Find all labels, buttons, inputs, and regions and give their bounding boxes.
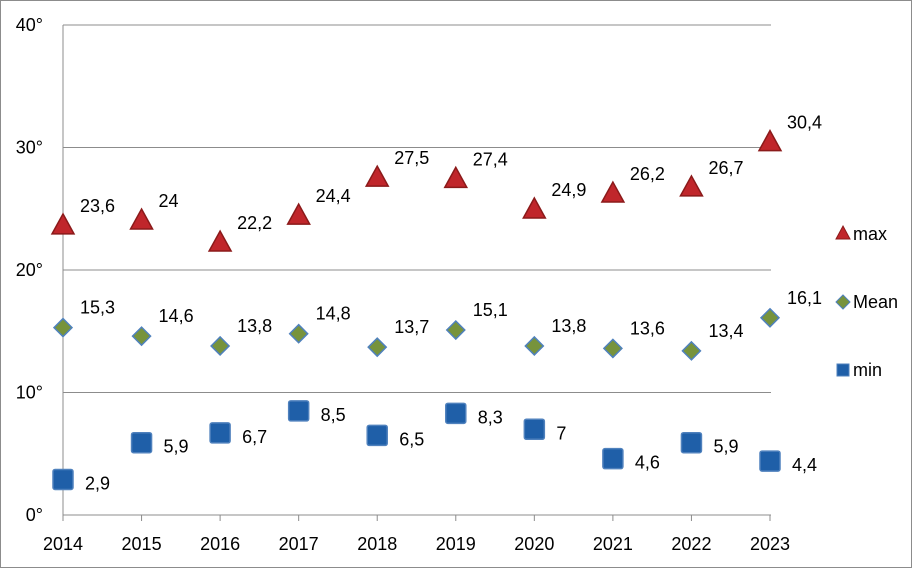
x-tick-label: 2015 bbox=[122, 534, 162, 554]
max-point bbox=[679, 174, 704, 197]
mean-point bbox=[288, 323, 309, 344]
mean-data-label: 13,7 bbox=[394, 317, 429, 337]
mean-data-label: 13,8 bbox=[237, 316, 272, 336]
mean-data-label: 14,6 bbox=[159, 306, 194, 326]
max-data-label: 23,6 bbox=[80, 196, 115, 216]
min-data-label: 8,5 bbox=[321, 405, 346, 425]
x-tick-label: 2016 bbox=[200, 534, 240, 554]
max-data-label: 26,2 bbox=[630, 164, 665, 184]
x-tick-label: 2022 bbox=[671, 534, 711, 554]
mean-point bbox=[681, 340, 702, 361]
max-point bbox=[600, 180, 626, 203]
max-point bbox=[522, 196, 547, 219]
max-data-label: 24,4 bbox=[316, 186, 351, 206]
min-point bbox=[680, 431, 703, 454]
mean-point bbox=[445, 319, 466, 341]
min-data-label: 5,9 bbox=[164, 437, 189, 457]
y-tick-label: 30° bbox=[16, 138, 43, 158]
legend-item-max: max bbox=[835, 224, 887, 244]
mean-point bbox=[52, 317, 74, 338]
mean-data-label: 13,4 bbox=[708, 321, 743, 341]
max-data-label: 24,9 bbox=[551, 180, 586, 200]
x-tick-label: 2019 bbox=[436, 534, 476, 554]
mean-data-label: 15,3 bbox=[80, 298, 115, 318]
min-point bbox=[209, 422, 231, 444]
max-point bbox=[286, 202, 311, 225]
min-data-label: 6,7 bbox=[242, 427, 267, 447]
max-point bbox=[207, 229, 233, 252]
legend-item-mean: Mean bbox=[835, 292, 898, 312]
y-tick-label: 0° bbox=[26, 505, 43, 525]
x-tick-label: 2020 bbox=[514, 534, 554, 554]
mean-data-label: 14,8 bbox=[316, 304, 351, 324]
x-tick-label: 2023 bbox=[750, 534, 790, 554]
min-point bbox=[523, 418, 546, 440]
max-data-label: 24 bbox=[159, 191, 179, 211]
mean-point bbox=[602, 338, 623, 359]
mean-data-label: 13,8 bbox=[551, 316, 586, 336]
legend-label-min: min bbox=[853, 360, 882, 380]
axes: 0° 10° 20° 30° 40° 2014 2015 2016 2017 2018 2019 20… bbox=[16, 15, 790, 554]
legend-label-mean: Mean bbox=[853, 292, 898, 312]
min-data-label: 5,9 bbox=[713, 437, 738, 457]
data-labels: 23,6 24 22,2 24,4 27,5 27,4 24,9 26,2 26,7 30,4 15… bbox=[80, 113, 822, 494]
mean-point bbox=[524, 335, 545, 357]
min-data-label: 4,4 bbox=[792, 455, 817, 475]
mean-data-label: 15,1 bbox=[473, 300, 508, 320]
min-point bbox=[759, 450, 781, 472]
legend-item-min: min bbox=[836, 360, 882, 380]
data-marks bbox=[50, 129, 783, 491]
max-data-label: 27,5 bbox=[394, 148, 429, 168]
max-point bbox=[50, 212, 76, 235]
mean-point bbox=[131, 326, 152, 347]
mean-point bbox=[367, 337, 388, 358]
legend: max Mean min bbox=[835, 224, 898, 380]
max-data-label: 22,2 bbox=[237, 213, 272, 233]
min-point bbox=[287, 400, 310, 422]
max-point bbox=[757, 129, 783, 152]
min-point bbox=[130, 431, 153, 454]
y-tick-label: 40° bbox=[16, 15, 43, 35]
min-data-label: 6,5 bbox=[399, 429, 424, 449]
max-point bbox=[443, 165, 469, 189]
min-data-label: 4,6 bbox=[635, 453, 660, 473]
min-point bbox=[366, 424, 388, 447]
max-data-label: 26,7 bbox=[708, 158, 743, 178]
legend-marker-max bbox=[835, 224, 851, 240]
min-data-label: 8,3 bbox=[478, 407, 503, 427]
max-data-label: 27,4 bbox=[473, 149, 508, 169]
legend-marker-min bbox=[836, 363, 850, 377]
x-tick-label: 2021 bbox=[593, 534, 633, 554]
min-point bbox=[445, 402, 467, 425]
gridlines bbox=[63, 24, 771, 393]
min-point bbox=[602, 447, 624, 470]
min-point bbox=[52, 468, 74, 491]
x-tick-label: 2018 bbox=[357, 534, 397, 554]
x-tick-label: 2014 bbox=[43, 534, 83, 554]
mean-data-label: 16,1 bbox=[787, 288, 822, 308]
legend-marker-mean bbox=[835, 294, 851, 310]
max-point bbox=[129, 207, 154, 230]
mean-point bbox=[210, 335, 231, 357]
legend-label-max: max bbox=[853, 224, 887, 244]
y-tick-label: 20° bbox=[16, 260, 43, 280]
mean-data-label: 13,6 bbox=[630, 318, 665, 338]
min-data-label: 7 bbox=[556, 423, 566, 443]
x-tick-label: 2017 bbox=[279, 534, 319, 554]
max-point bbox=[364, 164, 390, 187]
mean-point bbox=[759, 307, 781, 328]
max-data-label: 30,4 bbox=[787, 113, 822, 133]
min-data-label: 2,9 bbox=[85, 473, 110, 493]
y-tick-label: 10° bbox=[16, 383, 43, 403]
